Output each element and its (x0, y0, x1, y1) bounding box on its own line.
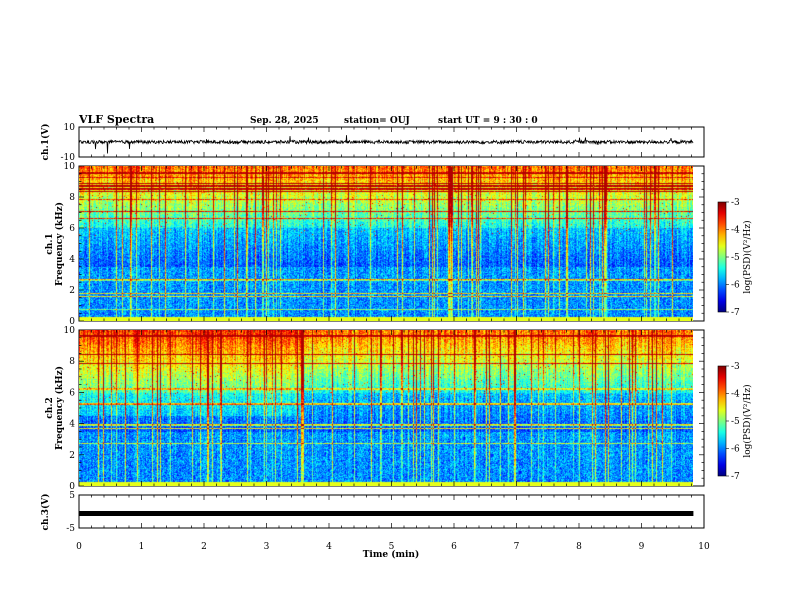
colorbar-tick-label: -3 (731, 198, 740, 208)
y-tick-label: 0 (69, 482, 75, 492)
y-tick-label: 4 (69, 420, 75, 430)
ch3-ytick-top: 5 (69, 491, 75, 501)
ch2-colorbar (718, 366, 726, 476)
ch3-waveform-trace (79, 511, 694, 516)
x-tick-label: 2 (201, 542, 207, 552)
ch1-waveform-panel: 10 -10 ch.1(V) (40, 123, 705, 163)
ch1-colorbar-ticks: -3 -4 -5 -6 -7 (726, 198, 740, 318)
ch1-ytick-top: 10 (64, 123, 76, 133)
ch1-spectrogram-yticks: 0 2 4 6 8 10 (64, 162, 704, 327)
ch2-spectrogram-ylabel-line1: ch.2 (45, 397, 55, 418)
ch1-spectrogram-image (79, 166, 693, 321)
x-tick-label: 0 (76, 542, 82, 552)
y-tick-label: 10 (64, 326, 76, 336)
ch2-spectrogram-ylabel-line2: Frequency (kHz) (54, 366, 65, 450)
ch2-colorbar-ticks: -3 -4 -5 -6 -7 (726, 362, 740, 482)
x-tick-label: 4 (326, 542, 332, 552)
colorbar-tick-label: -6 (731, 445, 740, 455)
ch1-colorbar-label: log(PSD)(V²/Hz) (742, 220, 753, 293)
ch3-waveform-ylabel: ch.3(V) (40, 494, 51, 531)
x-tick-label: 9 (639, 542, 645, 552)
colorbar-tick-label: -4 (731, 390, 740, 400)
ch3-ytick-bottom: -5 (66, 524, 75, 534)
y-tick-label: 2 (69, 451, 75, 461)
y-tick-label: 0 (69, 317, 75, 327)
ch1-waveform-ylabel: ch.1(V) (40, 124, 51, 161)
colorbar-tick-label: -6 (731, 281, 740, 291)
time-axis-label: Time (min) (363, 549, 420, 560)
ch2-colorbar-label: log(PSD)(V²/Hz) (742, 384, 753, 457)
colorbar-tick-label: -7 (731, 472, 740, 482)
x-tick-label: 5 (389, 542, 395, 552)
ch1-colorbar (718, 202, 726, 312)
station-label: station= OUJ (344, 116, 410, 126)
time-axis-ticks (78, 127, 705, 528)
x-tick-label: 3 (264, 542, 270, 552)
y-tick-label: 6 (69, 224, 75, 234)
ch2-spectrogram-image (79, 330, 693, 486)
ch2-spectrogram-yticks: 0 2 4 6 8 10 (64, 326, 704, 492)
ch1-waveform-trace (78, 135, 694, 154)
date-label: Sep. 28, 2025 (250, 116, 319, 126)
colorbar-tick-label: -3 (731, 362, 740, 372)
ch1-spectrogram-ylabel-line2: Frequency (kHz) (54, 202, 65, 286)
y-tick-label: 2 (69, 286, 75, 296)
y-tick-label: 8 (69, 357, 75, 367)
colorbar-tick-label: -5 (731, 417, 740, 427)
x-tick-label: 1 (139, 542, 145, 552)
x-tick-label: 10 (698, 542, 710, 552)
ch3-waveform-panel: 5 -5 ch.3(V) (40, 491, 705, 534)
ch1-spectrogram-ylabel-line1: ch.1 (45, 233, 55, 254)
y-tick-label: 6 (69, 388, 75, 398)
y-tick-label: 10 (64, 162, 76, 172)
x-tick-label: 6 (451, 542, 457, 552)
time-axis-tick-labels: 0 1 2 3 4 5 6 7 8 9 10 (76, 542, 710, 552)
y-tick-label: 4 (69, 255, 75, 265)
x-tick-label: 7 (514, 542, 520, 552)
start-time-label: start UT = 9 : 30 : 0 (438, 116, 538, 126)
colorbar-tick-label: -7 (731, 308, 740, 318)
y-tick-label: 8 (69, 193, 75, 203)
ch1-ytick-bottom: -10 (61, 153, 76, 163)
colorbar-tick-label: -4 (731, 226, 740, 236)
colorbar-tick-label: -5 (731, 253, 740, 263)
x-tick-label: 8 (576, 542, 582, 552)
chart-title: VLF Spectra (78, 113, 154, 126)
